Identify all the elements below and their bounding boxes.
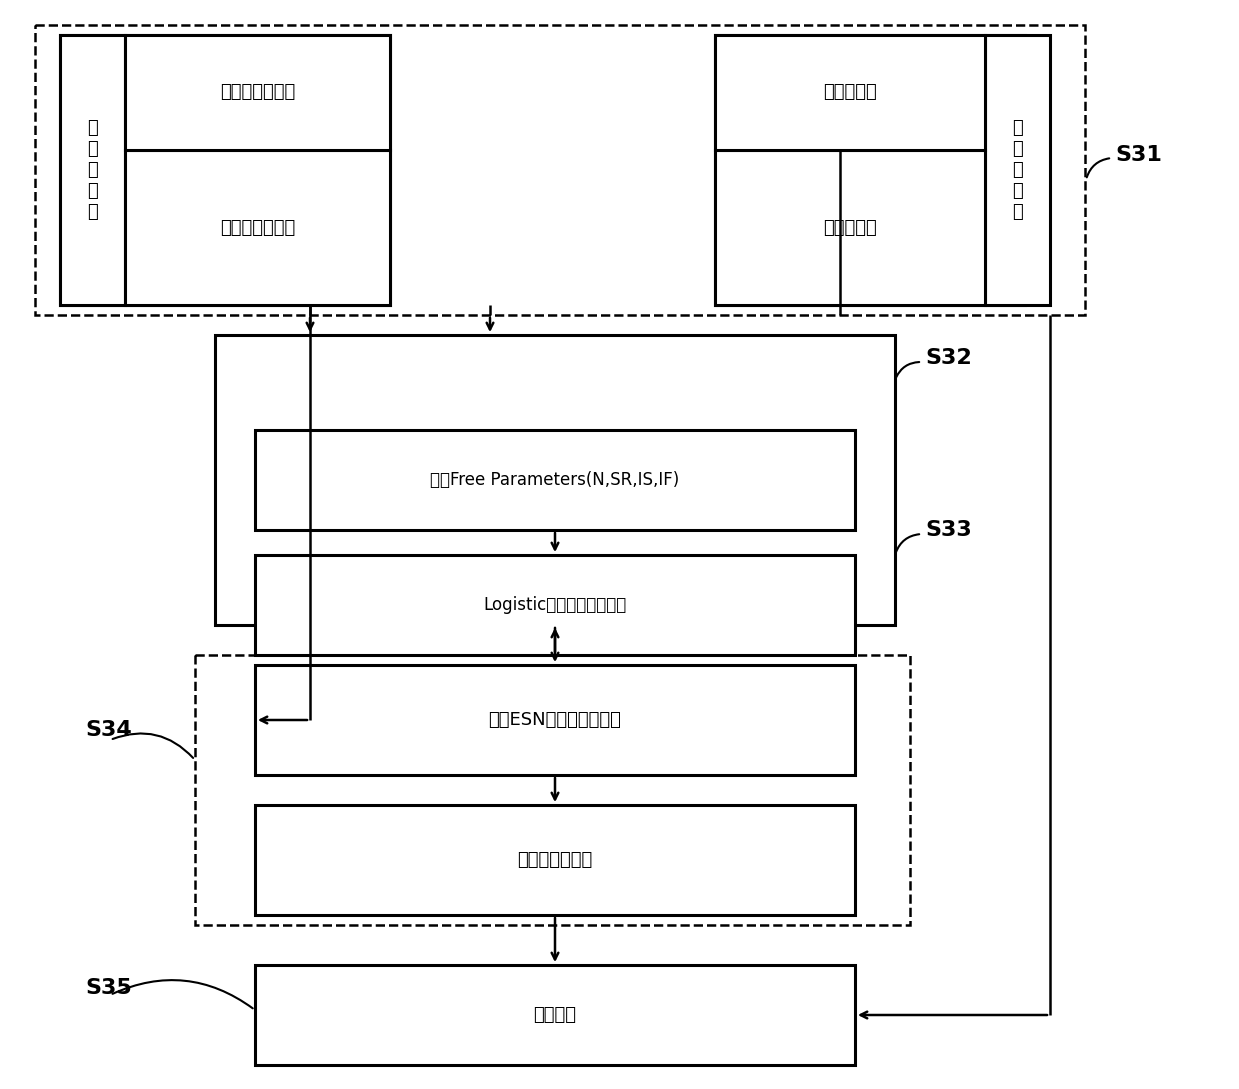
Bar — [715, 35, 985, 150]
Bar — [255, 555, 855, 654]
Text: S35: S35 — [85, 978, 131, 998]
Text: S31: S31 — [1115, 145, 1162, 166]
Text: 模型验证: 模型验证 — [534, 1006, 576, 1024]
Text: 容量测试集: 容量测试集 — [823, 84, 877, 101]
Text: Logistic回归训练输出权值: Logistic回归训练输出权值 — [483, 596, 627, 614]
Bar — [255, 430, 855, 530]
Bar — [35, 25, 1085, 315]
Text: 输
入
数
据
集: 输 入 数 据 集 — [87, 120, 98, 221]
Bar — [59, 35, 390, 305]
Text: S33: S33 — [926, 521, 971, 540]
Bar — [195, 654, 909, 925]
Bar — [125, 35, 390, 150]
Text: S32: S32 — [926, 348, 971, 368]
Bar — [125, 150, 390, 305]
Text: 电池容量估计值: 电池容量估计值 — [518, 851, 592, 869]
Bar — [985, 35, 1049, 305]
Bar — [255, 965, 855, 1065]
Text: 基于ESN的健康状态估计: 基于ESN的健康状态估计 — [488, 711, 622, 729]
Text: S34: S34 — [85, 720, 131, 741]
Text: 健康因子测试集: 健康因子测试集 — [219, 84, 295, 101]
Text: 容量训练集: 容量训练集 — [823, 219, 877, 236]
Bar — [255, 665, 855, 775]
Bar — [715, 35, 1025, 305]
Text: 设置Free Parameters(N,SR,IS,IF): 设置Free Parameters(N,SR,IS,IF) — [430, 472, 680, 489]
Text: 健康因子训练集: 健康因子训练集 — [219, 219, 295, 236]
Bar — [255, 805, 855, 915]
Bar — [715, 150, 985, 305]
Bar — [59, 35, 125, 305]
Bar — [216, 335, 895, 625]
Text: 输
出
数
据
集: 输 出 数 据 集 — [1012, 120, 1023, 221]
